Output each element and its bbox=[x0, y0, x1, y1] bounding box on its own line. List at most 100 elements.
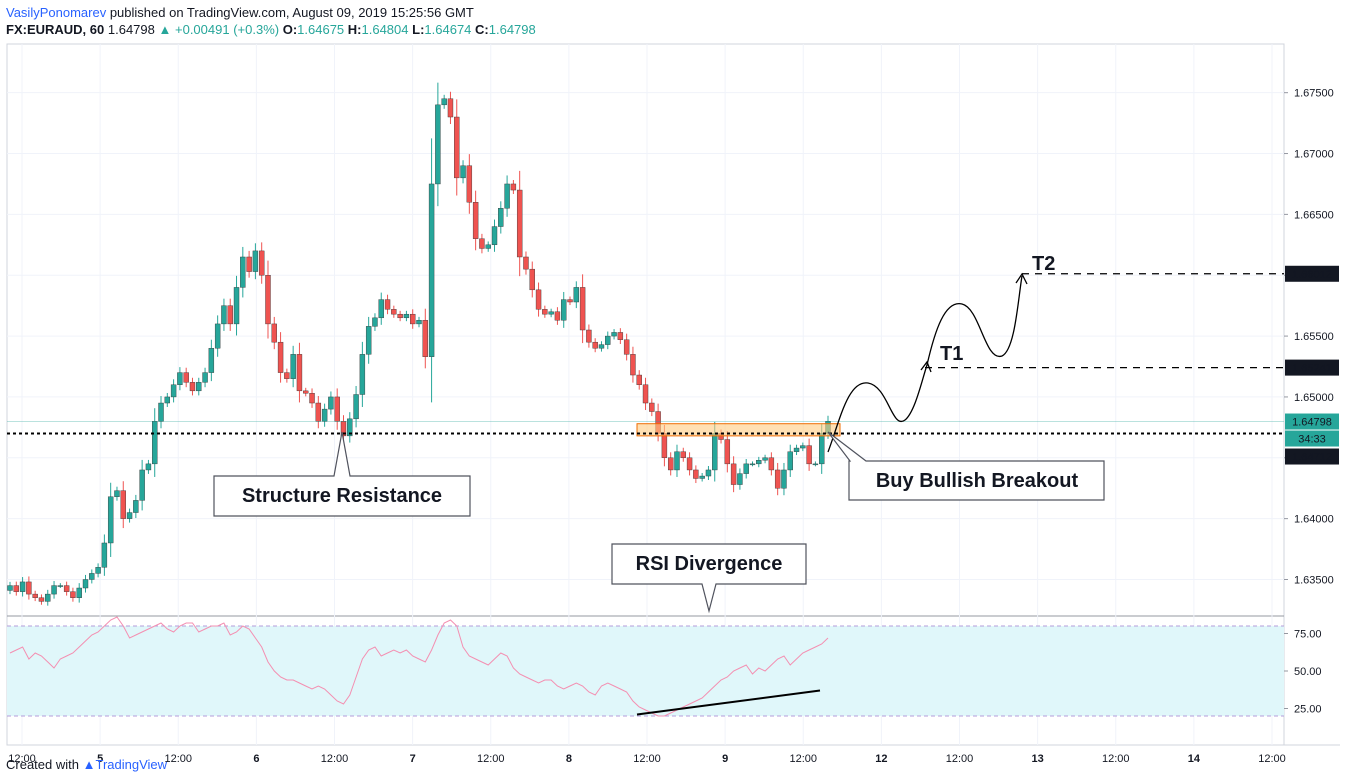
candle bbox=[183, 372, 189, 383]
candle bbox=[642, 384, 649, 404]
candle bbox=[806, 445, 812, 465]
candle bbox=[428, 183, 435, 357]
close-label: C: bbox=[475, 22, 489, 37]
candle bbox=[529, 268, 535, 291]
candle bbox=[737, 473, 743, 485]
candle bbox=[296, 354, 303, 392]
candle bbox=[460, 165, 466, 179]
price-label-tag bbox=[1285, 430, 1339, 447]
x-tick-label: 12:00 bbox=[8, 753, 36, 765]
candle bbox=[45, 593, 51, 602]
candle bbox=[693, 469, 699, 479]
x-tick-label: 12 bbox=[875, 753, 887, 765]
candle bbox=[26, 581, 32, 595]
candle bbox=[365, 326, 372, 355]
price-change: +0.00491 (+0.3%) bbox=[175, 22, 280, 37]
x-tick-label: 12:00 bbox=[1102, 753, 1130, 765]
price-label-tag bbox=[1285, 448, 1339, 465]
candle bbox=[384, 299, 391, 310]
x-tick-label: 8 bbox=[566, 753, 572, 765]
publish-info: VasilyPonomarev published on TradingView… bbox=[6, 5, 474, 20]
x-tick-label: 14 bbox=[1188, 753, 1201, 765]
close-value: 1.64798 bbox=[488, 22, 536, 37]
structure-callout-box bbox=[213, 431, 471, 517]
candle bbox=[233, 287, 240, 325]
candle bbox=[680, 451, 686, 458]
candle bbox=[749, 463, 756, 466]
buy-callout-box bbox=[827, 431, 1105, 501]
candle bbox=[542, 309, 548, 315]
created-with-text: Created with bbox=[6, 757, 79, 772]
high-label: H: bbox=[347, 22, 362, 37]
x-tick-label: 13 bbox=[1032, 753, 1044, 765]
candle bbox=[290, 354, 296, 379]
candle bbox=[76, 587, 82, 598]
candle bbox=[586, 329, 592, 343]
candle bbox=[321, 408, 328, 422]
candle bbox=[107, 496, 114, 544]
candle bbox=[378, 299, 384, 319]
candle bbox=[762, 457, 768, 461]
candle bbox=[252, 250, 259, 272]
x-tick-label: 12:00 bbox=[789, 753, 817, 765]
y-tick-label: 1.65000 bbox=[1294, 392, 1334, 404]
candle bbox=[277, 341, 284, 373]
candle bbox=[164, 396, 171, 404]
rsi-callout-box bbox=[611, 543, 807, 614]
low-value: 1.64674 bbox=[424, 22, 472, 37]
candle bbox=[19, 581, 26, 592]
author-link[interactable]: VasilyPonomarev bbox=[6, 5, 107, 20]
candle bbox=[781, 469, 787, 489]
candle bbox=[38, 597, 45, 602]
candle bbox=[7, 585, 13, 591]
y-tick-label: 1.63500 bbox=[1294, 574, 1334, 586]
candle bbox=[787, 451, 793, 471]
y-tick-label: 1.67500 bbox=[1294, 88, 1334, 100]
candle bbox=[120, 490, 126, 519]
high-value: 1.64804 bbox=[361, 22, 409, 37]
candle bbox=[170, 384, 177, 398]
candle bbox=[271, 323, 277, 343]
candle bbox=[258, 250, 265, 276]
candle bbox=[70, 591, 76, 598]
candle bbox=[152, 421, 158, 465]
candle bbox=[768, 457, 775, 471]
candle bbox=[51, 585, 57, 595]
candle bbox=[309, 393, 315, 404]
rsi-y-tick-label: 50.00 bbox=[1294, 666, 1322, 678]
candle bbox=[202, 372, 208, 383]
candle bbox=[567, 299, 573, 303]
candle bbox=[196, 382, 202, 392]
x-tick-label: 12:00 bbox=[1258, 753, 1286, 765]
candle bbox=[265, 275, 271, 325]
candle bbox=[145, 463, 152, 471]
tradingview-brand[interactable]: TradingView bbox=[95, 757, 168, 772]
candle bbox=[158, 402, 164, 422]
candle bbox=[63, 585, 70, 592]
target-t1-label: T1 bbox=[940, 343, 963, 365]
candle bbox=[95, 567, 101, 574]
rsi-y-tick-label: 75.00 bbox=[1294, 629, 1322, 641]
candle bbox=[13, 585, 19, 592]
candle bbox=[592, 341, 598, 349]
x-tick-label: 12:00 bbox=[164, 753, 192, 765]
candle bbox=[214, 323, 221, 349]
candle bbox=[699, 475, 705, 479]
target-t2-label: T2 bbox=[1032, 253, 1055, 275]
candle bbox=[756, 460, 762, 465]
candle bbox=[491, 226, 498, 246]
candle bbox=[315, 402, 322, 422]
candle bbox=[221, 305, 227, 325]
candle bbox=[535, 289, 542, 310]
candle bbox=[101, 542, 108, 568]
candle bbox=[548, 311, 554, 315]
candle bbox=[661, 433, 668, 458]
x-tick-label: 12:00 bbox=[477, 753, 505, 765]
candle bbox=[57, 585, 64, 587]
y-tick-label: 1.66500 bbox=[1294, 209, 1334, 221]
y-tick-label: 1.67000 bbox=[1294, 149, 1334, 161]
candle bbox=[617, 332, 624, 340]
x-tick-label: 12:00 bbox=[633, 753, 661, 765]
candle bbox=[623, 339, 630, 355]
